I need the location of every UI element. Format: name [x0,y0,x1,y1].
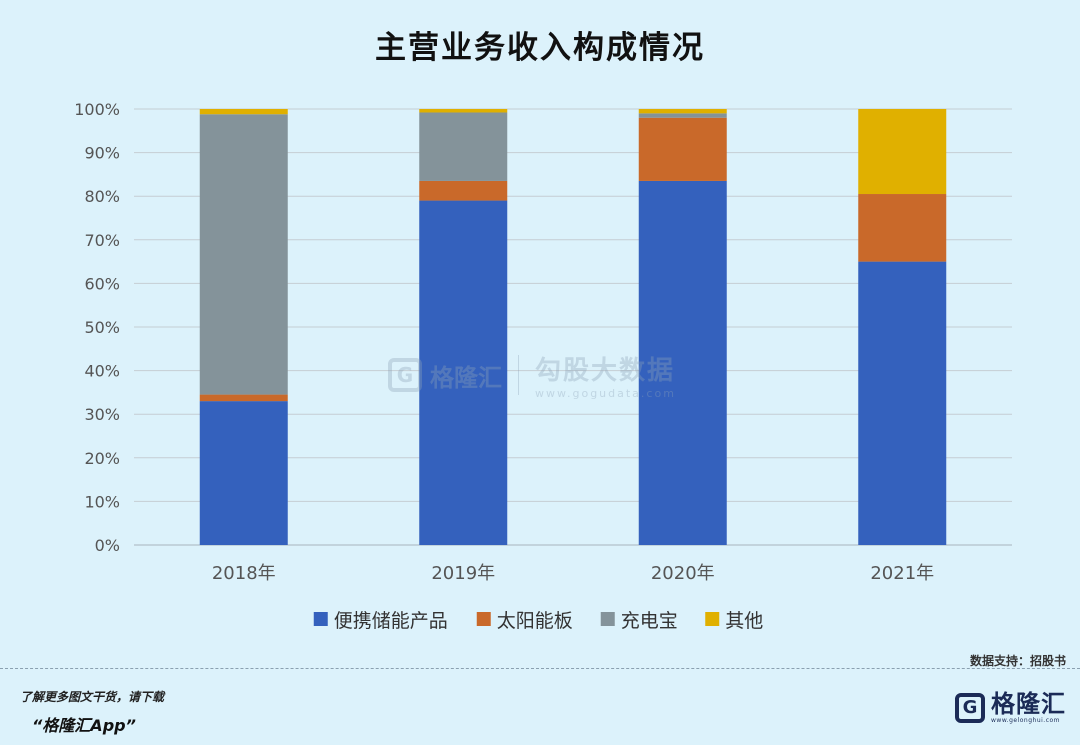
bar-segment [419,112,508,181]
bar-segment [199,394,288,402]
x-tick-label: 2019年 [431,563,495,584]
bar-segment [199,114,288,395]
x-tick-label: 2020年 [651,563,715,584]
footer-brand: 格隆汇 [991,690,1066,718]
y-tick-label: 30% [84,405,120,424]
data-source: 数据支持：招股书 [969,654,1066,668]
y-tick-label: 90% [84,144,120,163]
x-tick-label: 2018年 [212,563,276,584]
watermark-logo-icon: G [388,358,422,392]
y-tick-label: 0% [95,536,120,555]
watermark-name: 勾股大数据 [535,356,676,386]
legend: 便携储能产品 太阳能板 充电宝 其他 [313,610,763,632]
footer-promo-text: 了解更多图文干货，请下载 [20,690,165,704]
bars [199,109,947,545]
footer-divider [0,668,1080,669]
footer-logo: G 格隆汇 www.gelonghui.com [955,691,1066,724]
x-tick-label: 2021年 [870,563,934,584]
watermark-brand: 格隆汇 [430,363,502,392]
y-tick-label: 50% [84,318,120,337]
chart-area: 0%10%20%30%40%50%60%70%80%90%100% 2018年 2… [74,100,1012,632]
legend-label: 其他 [725,610,763,632]
legend-label: 充电宝 [621,610,678,632]
y-tick-label: 80% [84,187,120,206]
bar-segment [419,200,508,545]
watermark-url: www.gogudata.com [535,387,676,400]
y-tick-label: 20% [84,449,120,468]
bar-segment [858,261,947,545]
bar-segment [858,109,947,195]
y-tick-label: 10% [84,492,120,511]
bar-segment [638,180,727,545]
watermark: G 格隆汇 勾股大数据 www.gogudata.com [388,350,708,400]
bar-segment [199,109,288,115]
bar-segment [638,117,727,181]
legend-swatch [600,612,615,626]
bar-segment [419,109,508,113]
x-axis-ticks: 2018年 2019年 2020年 2021年 [212,563,934,584]
footer-url: www.gelonghui.com [991,717,1061,724]
bar-segment [638,113,727,118]
y-tick-label: 40% [84,362,120,381]
footer-app-name: “格隆汇App” [32,716,136,735]
footer-logo-icon: G [955,692,985,723]
watermark-separator [518,355,519,395]
chart-title: 主营业务收入构成情况 [375,30,705,66]
legend-label: 便携储能产品 [334,610,448,632]
y-tick-label: 60% [84,274,120,293]
legend-swatch [705,612,720,626]
y-tick-label: 70% [84,231,120,250]
legend-label: 太阳能板 [497,610,573,632]
y-axis-ticks: 0% 10% 20% 30% 40% 50% 60% 70% 80% 90% 100% [74,100,120,555]
bar-segment [858,194,947,262]
legend-swatch [476,612,491,626]
y-tick-label: 100% [74,100,120,119]
bar-segment [638,109,727,114]
bar-segment [419,180,508,201]
legend-swatch [313,612,328,626]
bar-segment [199,401,288,545]
